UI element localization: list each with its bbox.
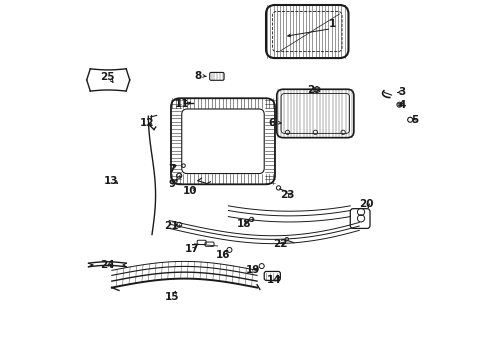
- Text: 7: 7: [168, 164, 175, 174]
- Text: 3: 3: [398, 87, 405, 97]
- Text: 9: 9: [168, 179, 175, 189]
- Text: 5: 5: [410, 115, 418, 125]
- Text: 6: 6: [268, 118, 276, 128]
- Text: 18: 18: [236, 219, 250, 229]
- Text: 24: 24: [100, 260, 115, 270]
- Text: 13: 13: [103, 176, 118, 186]
- Text: 19: 19: [246, 265, 260, 275]
- Text: 23: 23: [280, 190, 294, 200]
- Text: 8: 8: [194, 71, 201, 81]
- Text: 25: 25: [100, 72, 115, 82]
- Text: 22: 22: [273, 239, 287, 249]
- Text: 16: 16: [215, 249, 230, 260]
- Text: 14: 14: [266, 275, 281, 285]
- Text: 21: 21: [163, 221, 178, 231]
- Text: 2: 2: [306, 85, 314, 95]
- Text: 12: 12: [140, 118, 154, 128]
- Text: 1: 1: [328, 19, 335, 29]
- Text: 20: 20: [359, 199, 373, 210]
- Text: 11: 11: [174, 99, 188, 109]
- Text: 15: 15: [164, 292, 179, 302]
- Text: 4: 4: [398, 100, 405, 110]
- Text: 17: 17: [185, 244, 200, 254]
- Text: 10: 10: [183, 186, 197, 197]
